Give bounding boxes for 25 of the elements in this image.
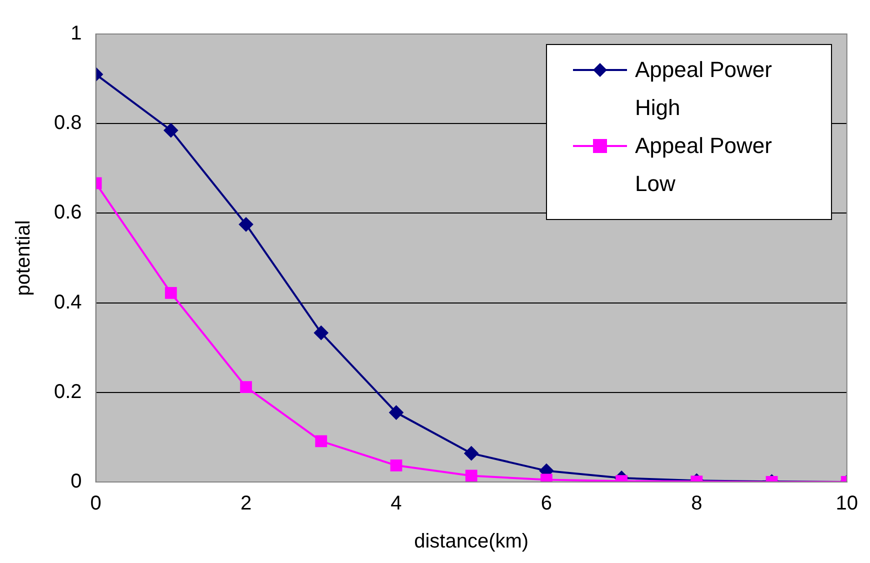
point	[315, 435, 328, 448]
y-tick-label: 0.2	[54, 380, 82, 403]
point	[390, 459, 402, 472]
y-tick-label: 1	[70, 22, 82, 45]
x-tick-label: 2	[240, 492, 252, 515]
y-tick-label: 0.6	[54, 202, 82, 224]
x-tick-label: 4	[390, 492, 402, 515]
point	[164, 286, 177, 299]
y-tick-label: 0.8	[54, 112, 82, 134]
x-tick-label: 8	[691, 492, 702, 515]
x-tick-label: 6	[540, 492, 552, 515]
x-tick-label: 10	[836, 492, 858, 515]
y-tick-label: 0	[70, 470, 82, 493]
x-axis-title: distance(km)	[414, 530, 529, 553]
y-tick-label: 0.4	[54, 291, 82, 314]
x-tick-label: 0	[90, 492, 102, 515]
point	[240, 381, 252, 393]
point	[239, 217, 254, 232]
point	[164, 123, 178, 138]
point	[389, 406, 404, 420]
legend-label: Appeal Power High	[635, 56, 773, 122]
point	[314, 326, 328, 340]
legend-label: Appeal Power Low	[635, 132, 773, 198]
point	[464, 446, 478, 460]
y-axis-title: potential	[12, 220, 35, 296]
